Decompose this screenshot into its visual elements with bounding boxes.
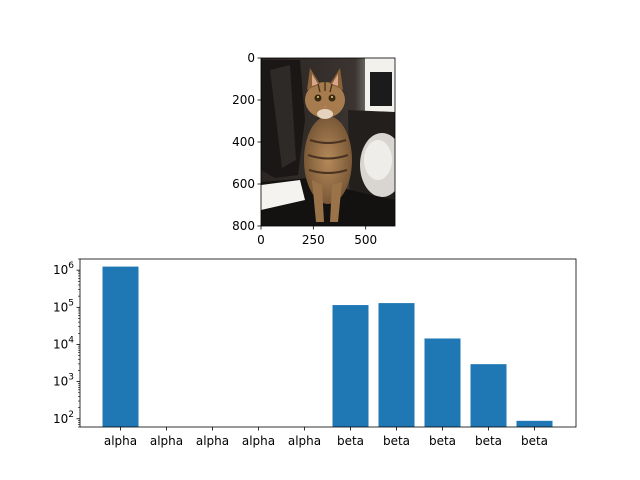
- bar-y-tick-exponent: 5: [68, 298, 74, 308]
- image-y-tick-label: 400: [232, 135, 255, 149]
- bar-x-tick-label: beta: [383, 434, 410, 448]
- bar-x-axis: alpha alpha alpha alpha alpha beta beta beta bet…: [104, 427, 548, 448]
- bar-x-tick-label: beta: [337, 434, 364, 448]
- bar-y-tick-label: 102: [53, 410, 74, 426]
- image-y-tick-label: 800: [232, 219, 255, 233]
- image-x-axis: 0 250 500: [257, 226, 377, 247]
- bar-y-tick-exponent: 3: [68, 373, 74, 383]
- bar: [516, 420, 553, 427]
- bar: [332, 305, 369, 427]
- bar-y-tick-exponent: 6: [68, 261, 74, 271]
- bar-y-tick-label: 105: [53, 298, 74, 314]
- image-x-tick-label: 0: [257, 233, 265, 247]
- bar-y-tick-base: 10: [53, 412, 68, 426]
- image-y-tick-label: 600: [232, 177, 255, 191]
- bar-x-tick-label: alpha: [104, 434, 137, 448]
- bar-y-tick-base: 10: [53, 300, 68, 314]
- bar-x-tick-label: alpha: [288, 434, 321, 448]
- bar-y-tick-exponent: 2: [68, 410, 74, 420]
- bar: [378, 303, 415, 427]
- bar-series: [102, 266, 553, 427]
- image-panel: 0 200 400 600 800 0 250 500: [232, 51, 396, 247]
- bar: [470, 364, 507, 427]
- image-y-tick-label: 0: [247, 51, 255, 65]
- cat-photo: [261, 58, 395, 226]
- bar-x-tick-label: beta: [429, 434, 456, 448]
- image-x-tick-label: 250: [302, 233, 325, 247]
- bar-x-tick-label: alpha: [242, 434, 275, 448]
- bar-y-tick-base: 10: [53, 337, 68, 351]
- bar-y-tick-base: 10: [53, 375, 68, 389]
- bar-y-tick-label: 103: [53, 373, 74, 389]
- bar-x-tick-label: beta: [475, 434, 502, 448]
- bar-y-tick-label: 106: [53, 261, 74, 277]
- bar-y-tick-label: 104: [53, 335, 74, 351]
- bar-y-tick-base: 10: [53, 263, 68, 277]
- image-y-axis: 0 200 400 600 800: [232, 51, 261, 233]
- bar-x-tick-label: beta: [521, 434, 548, 448]
- bar: [102, 266, 139, 427]
- bar: [424, 338, 461, 427]
- bar-x-tick-label: alpha: [150, 434, 183, 448]
- bar-axes-frame: [79, 258, 577, 428]
- image-y-tick-label: 200: [232, 93, 255, 107]
- bar-y-tick-exponent: 4: [68, 335, 74, 345]
- bar-x-tick-label: alpha: [196, 434, 229, 448]
- image-x-tick-label: 500: [354, 233, 377, 247]
